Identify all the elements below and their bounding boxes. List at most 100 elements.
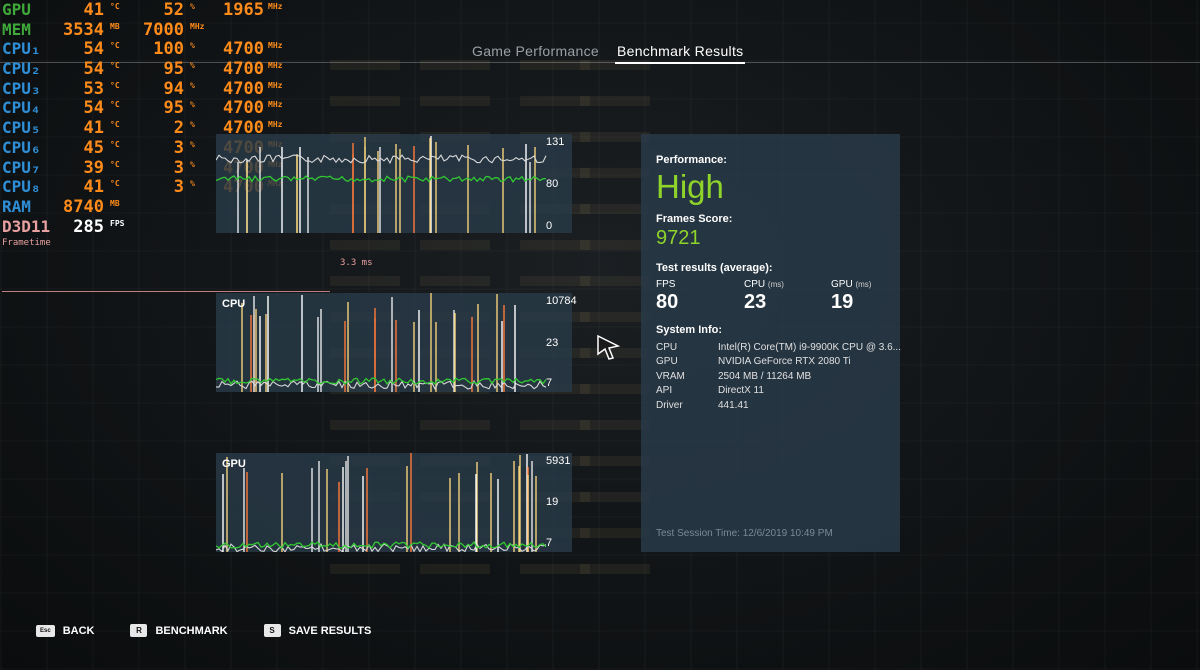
osd-value-2: 3 xyxy=(173,157,184,178)
osd-value-1: 41 xyxy=(83,118,104,139)
osd-label: CPU₅ xyxy=(2,118,41,138)
osd-value-1: 41 xyxy=(83,177,104,198)
osd-value-1: 53 xyxy=(83,78,104,99)
cpu-graph-min: 7 xyxy=(546,377,553,389)
sys-key-cpu: CPU xyxy=(656,342,678,353)
save-results-button[interactable]: S SAVE RESULTS xyxy=(263,624,371,637)
osd-label: CPU₃ xyxy=(2,78,41,98)
osd-value-3: 4700 xyxy=(223,78,264,99)
gpu-graph-max: 5931 xyxy=(546,455,571,467)
graph-trace-white xyxy=(216,154,547,165)
osd-unit-1: °C xyxy=(110,159,120,169)
session-time: Test Session Time: 12/6/2019 10:49 PM xyxy=(656,528,833,539)
cpu-graph-title: CPU xyxy=(222,298,246,310)
osd-value-2: 3 xyxy=(173,177,184,198)
osd-unit-3: MHz xyxy=(268,120,283,130)
fps-graph-max: 131 xyxy=(546,136,565,148)
gpu-graph-title: GPU xyxy=(222,458,246,470)
cpu-graph: CPU 10784 23 7 xyxy=(216,293,577,392)
osd-value-3: 4700 xyxy=(223,59,264,80)
sys-val-gpu: NVIDIA GeForce RTX 2080 Ti xyxy=(718,356,851,367)
fps-graph-min: 0 xyxy=(546,220,553,232)
osd-value-3: 4700 xyxy=(223,98,264,119)
osd-label: GPU xyxy=(2,0,31,19)
osd-unit-1: MB xyxy=(110,21,120,31)
osd-unit-2: % xyxy=(190,179,195,189)
osd-unit-3: MHz xyxy=(268,80,283,90)
cpu-graph-avg: 23 xyxy=(546,337,559,349)
osd-unit-1: °C xyxy=(110,2,120,11)
gpu-graph-min: 7 xyxy=(546,537,553,549)
sys-key-gpu: GPU xyxy=(656,356,678,367)
frametime-label: Frametime xyxy=(2,238,51,248)
osd-value-1: 54 xyxy=(83,39,104,60)
tab-bar: Game Performance Benchmark Results xyxy=(470,41,746,64)
osd-value-2: 94 xyxy=(163,78,184,99)
sys-key-driver: Driver xyxy=(656,400,683,411)
osd-unit-1: °C xyxy=(110,120,120,130)
osd-label: CPU₄ xyxy=(2,98,41,118)
graph-trace-white xyxy=(216,542,547,552)
osd-unit-3: MHz xyxy=(268,2,283,11)
osd-label: CPU₁ xyxy=(2,39,41,59)
sys-val-cpu: Intel(R) Core(TM) i9-9900K CPU @ 3.6... xyxy=(718,342,901,353)
stat-gpu-label: GPU (ms) xyxy=(831,279,872,290)
osd-value-2: 95 xyxy=(163,98,184,119)
tab-benchmark-results[interactable]: Benchmark Results xyxy=(614,41,746,64)
osd-unit-1: °C xyxy=(110,179,120,189)
stat-fps-label: FPS xyxy=(656,279,676,290)
graph-trace-green xyxy=(216,540,547,549)
score-value: 9721 xyxy=(656,227,701,249)
stat-fps-value: 80 xyxy=(656,291,679,313)
benchmark-label: BENCHMARK xyxy=(155,624,228,637)
score-label: Frames Score: xyxy=(656,213,733,225)
osd-unit-2: % xyxy=(190,61,195,71)
osd-label: D3D11 xyxy=(2,216,51,236)
osd-value-1: 45 xyxy=(83,137,104,158)
osd-value-2: 52 xyxy=(163,0,184,20)
osd-unit-2: % xyxy=(190,100,195,110)
gpu-graph-avg: 19 xyxy=(546,496,559,508)
osd-value-1: 8740 xyxy=(63,196,104,217)
stat-cpu-label: CPU (ms) xyxy=(744,279,784,290)
osd-unit-2: % xyxy=(190,41,195,51)
tabs-divider xyxy=(0,62,1200,63)
tab-game-performance[interactable]: Game Performance xyxy=(472,43,599,59)
sys-key-vram: VRAM xyxy=(656,371,685,382)
osd-value-2: 3 xyxy=(173,137,184,158)
osd-unit-1: FPS xyxy=(110,218,125,228)
osd-label: CPU₆ xyxy=(2,137,41,157)
graph-trace-green xyxy=(216,174,547,183)
osd-unit-1: °C xyxy=(110,139,120,149)
osd-value-1: 54 xyxy=(83,98,104,119)
frametime-value: 3.3 ms xyxy=(340,258,373,268)
back-button[interactable]: Esc BACK xyxy=(36,624,94,637)
sys-val-api: DirectX 11 xyxy=(718,385,764,396)
osd-value-2: 95 xyxy=(163,59,184,80)
benchmark-button[interactable]: R BENCHMARK xyxy=(130,624,228,637)
osd-unit-1: °C xyxy=(110,80,120,90)
osd-value-1: 54 xyxy=(83,59,104,80)
osd-label: RAM xyxy=(2,196,31,216)
osd-value-2: 2 xyxy=(173,118,184,139)
osd-unit-1: °C xyxy=(110,100,120,110)
results-panel: Performance: High Frames Score: 9721 Tes… xyxy=(641,134,901,552)
graph-trace-white xyxy=(216,379,547,391)
osd-unit-3: MHz xyxy=(268,100,283,110)
osd-unit-2: % xyxy=(190,2,195,11)
osd-unit-1: °C xyxy=(110,41,120,51)
osd-value-2: 7000 xyxy=(143,19,184,40)
stat-gpu-value: 19 xyxy=(831,291,854,313)
osd-unit-2: % xyxy=(190,139,195,149)
test-results-label: Test results (average): xyxy=(656,262,773,274)
osd-label: CPU₂ xyxy=(2,59,41,79)
osd-unit-2: % xyxy=(190,80,195,90)
osd-value-1: 285 xyxy=(73,216,104,237)
back-label: BACK xyxy=(62,624,95,637)
stat-cpu-value: 23 xyxy=(744,291,767,313)
osd-unit-1: °C xyxy=(110,61,120,71)
osd-unit-2: MHz xyxy=(190,21,205,31)
osd-value-2: 100 xyxy=(153,39,184,60)
sys-val-driver: 441.41 xyxy=(718,400,749,411)
